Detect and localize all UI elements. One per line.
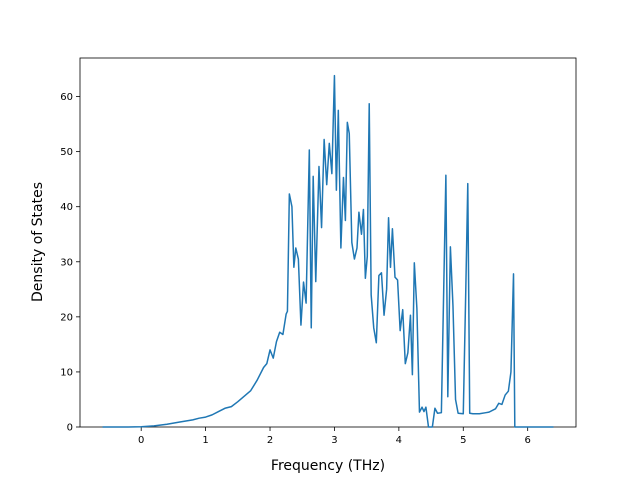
y-tick-label: 10	[60, 367, 73, 378]
y-tick-label: 40	[60, 202, 73, 213]
y-tick-label: 50	[60, 147, 73, 158]
x-tick-label: 5	[460, 435, 466, 446]
y-tick-label: 20	[60, 312, 73, 323]
y-axis-label: Density of States	[30, 182, 46, 302]
x-tick-label: 1	[202, 435, 208, 446]
x-tick-label: 0	[138, 435, 144, 446]
x-tick-label: 3	[331, 435, 337, 446]
y-tick-label: 0	[67, 423, 73, 434]
plot-frame	[79, 57, 577, 428]
y-tick-label: 30	[60, 257, 73, 268]
x-axis-label: Frequency (THz)	[271, 458, 385, 474]
x-tick-label: 6	[525, 435, 531, 446]
data-line	[102, 74, 554, 428]
y-tick-label: 60	[60, 92, 73, 103]
x-tick-label: 2	[267, 435, 273, 446]
x-tick-label: 4	[396, 435, 402, 446]
